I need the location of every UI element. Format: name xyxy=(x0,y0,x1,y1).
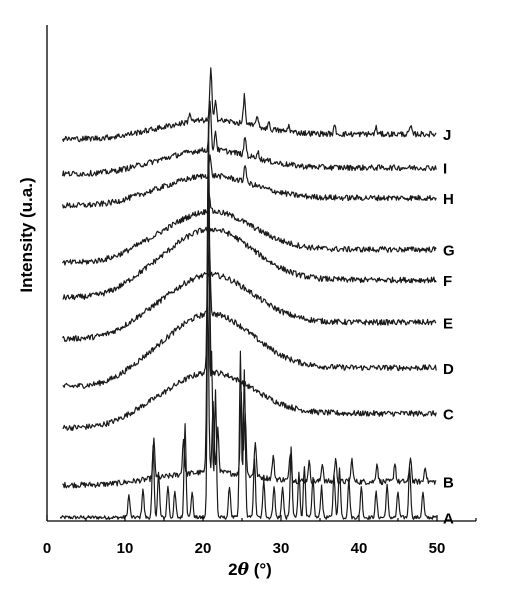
x-ticks: 0 10 20 30 40 50 xyxy=(43,515,477,557)
x-axis-title-unit: (°) xyxy=(249,560,272,579)
series-curve-h xyxy=(62,154,437,209)
x-tick-label: 10 xyxy=(117,540,134,557)
series-label-g: G xyxy=(443,242,455,259)
series-label-d: D xyxy=(443,361,454,378)
x-axis-title-prefix: 2 xyxy=(228,560,237,579)
series-curve-j xyxy=(62,67,437,143)
series-curve-e xyxy=(62,271,437,342)
series-curve-c xyxy=(62,120,437,431)
series-label-b: B xyxy=(443,475,454,492)
x-tick-label: 40 xyxy=(351,540,368,557)
series-label-i: I xyxy=(443,161,447,178)
series-label-c: C xyxy=(443,406,454,423)
series-curve-f xyxy=(62,226,437,301)
x-axis-title: 2θ (°) xyxy=(228,560,272,580)
series-curve-b xyxy=(62,289,437,489)
series-label-j: J xyxy=(443,127,451,144)
series-label-h: H xyxy=(443,191,454,208)
series-label-f: F xyxy=(443,273,452,290)
series-label-a: A xyxy=(443,510,454,527)
series-curve-a xyxy=(59,160,437,520)
series-curve-g xyxy=(62,193,437,266)
series-labels: A B C D E FG HIJ xyxy=(443,127,455,527)
series-curve-i xyxy=(62,100,437,177)
series-label-e: E xyxy=(443,315,453,332)
series-curve-d xyxy=(62,238,437,389)
axes xyxy=(46,25,476,522)
x-axis-title-symbol: θ xyxy=(238,560,250,580)
series-curves xyxy=(59,67,437,520)
x-tick-label: 30 xyxy=(273,540,290,557)
x-tick-label: 50 xyxy=(429,540,446,557)
x-tick-label: 20 xyxy=(195,540,212,557)
x-tick-label: 0 xyxy=(43,540,51,557)
y-axis-title: Intensity (u.a.) xyxy=(17,177,36,292)
